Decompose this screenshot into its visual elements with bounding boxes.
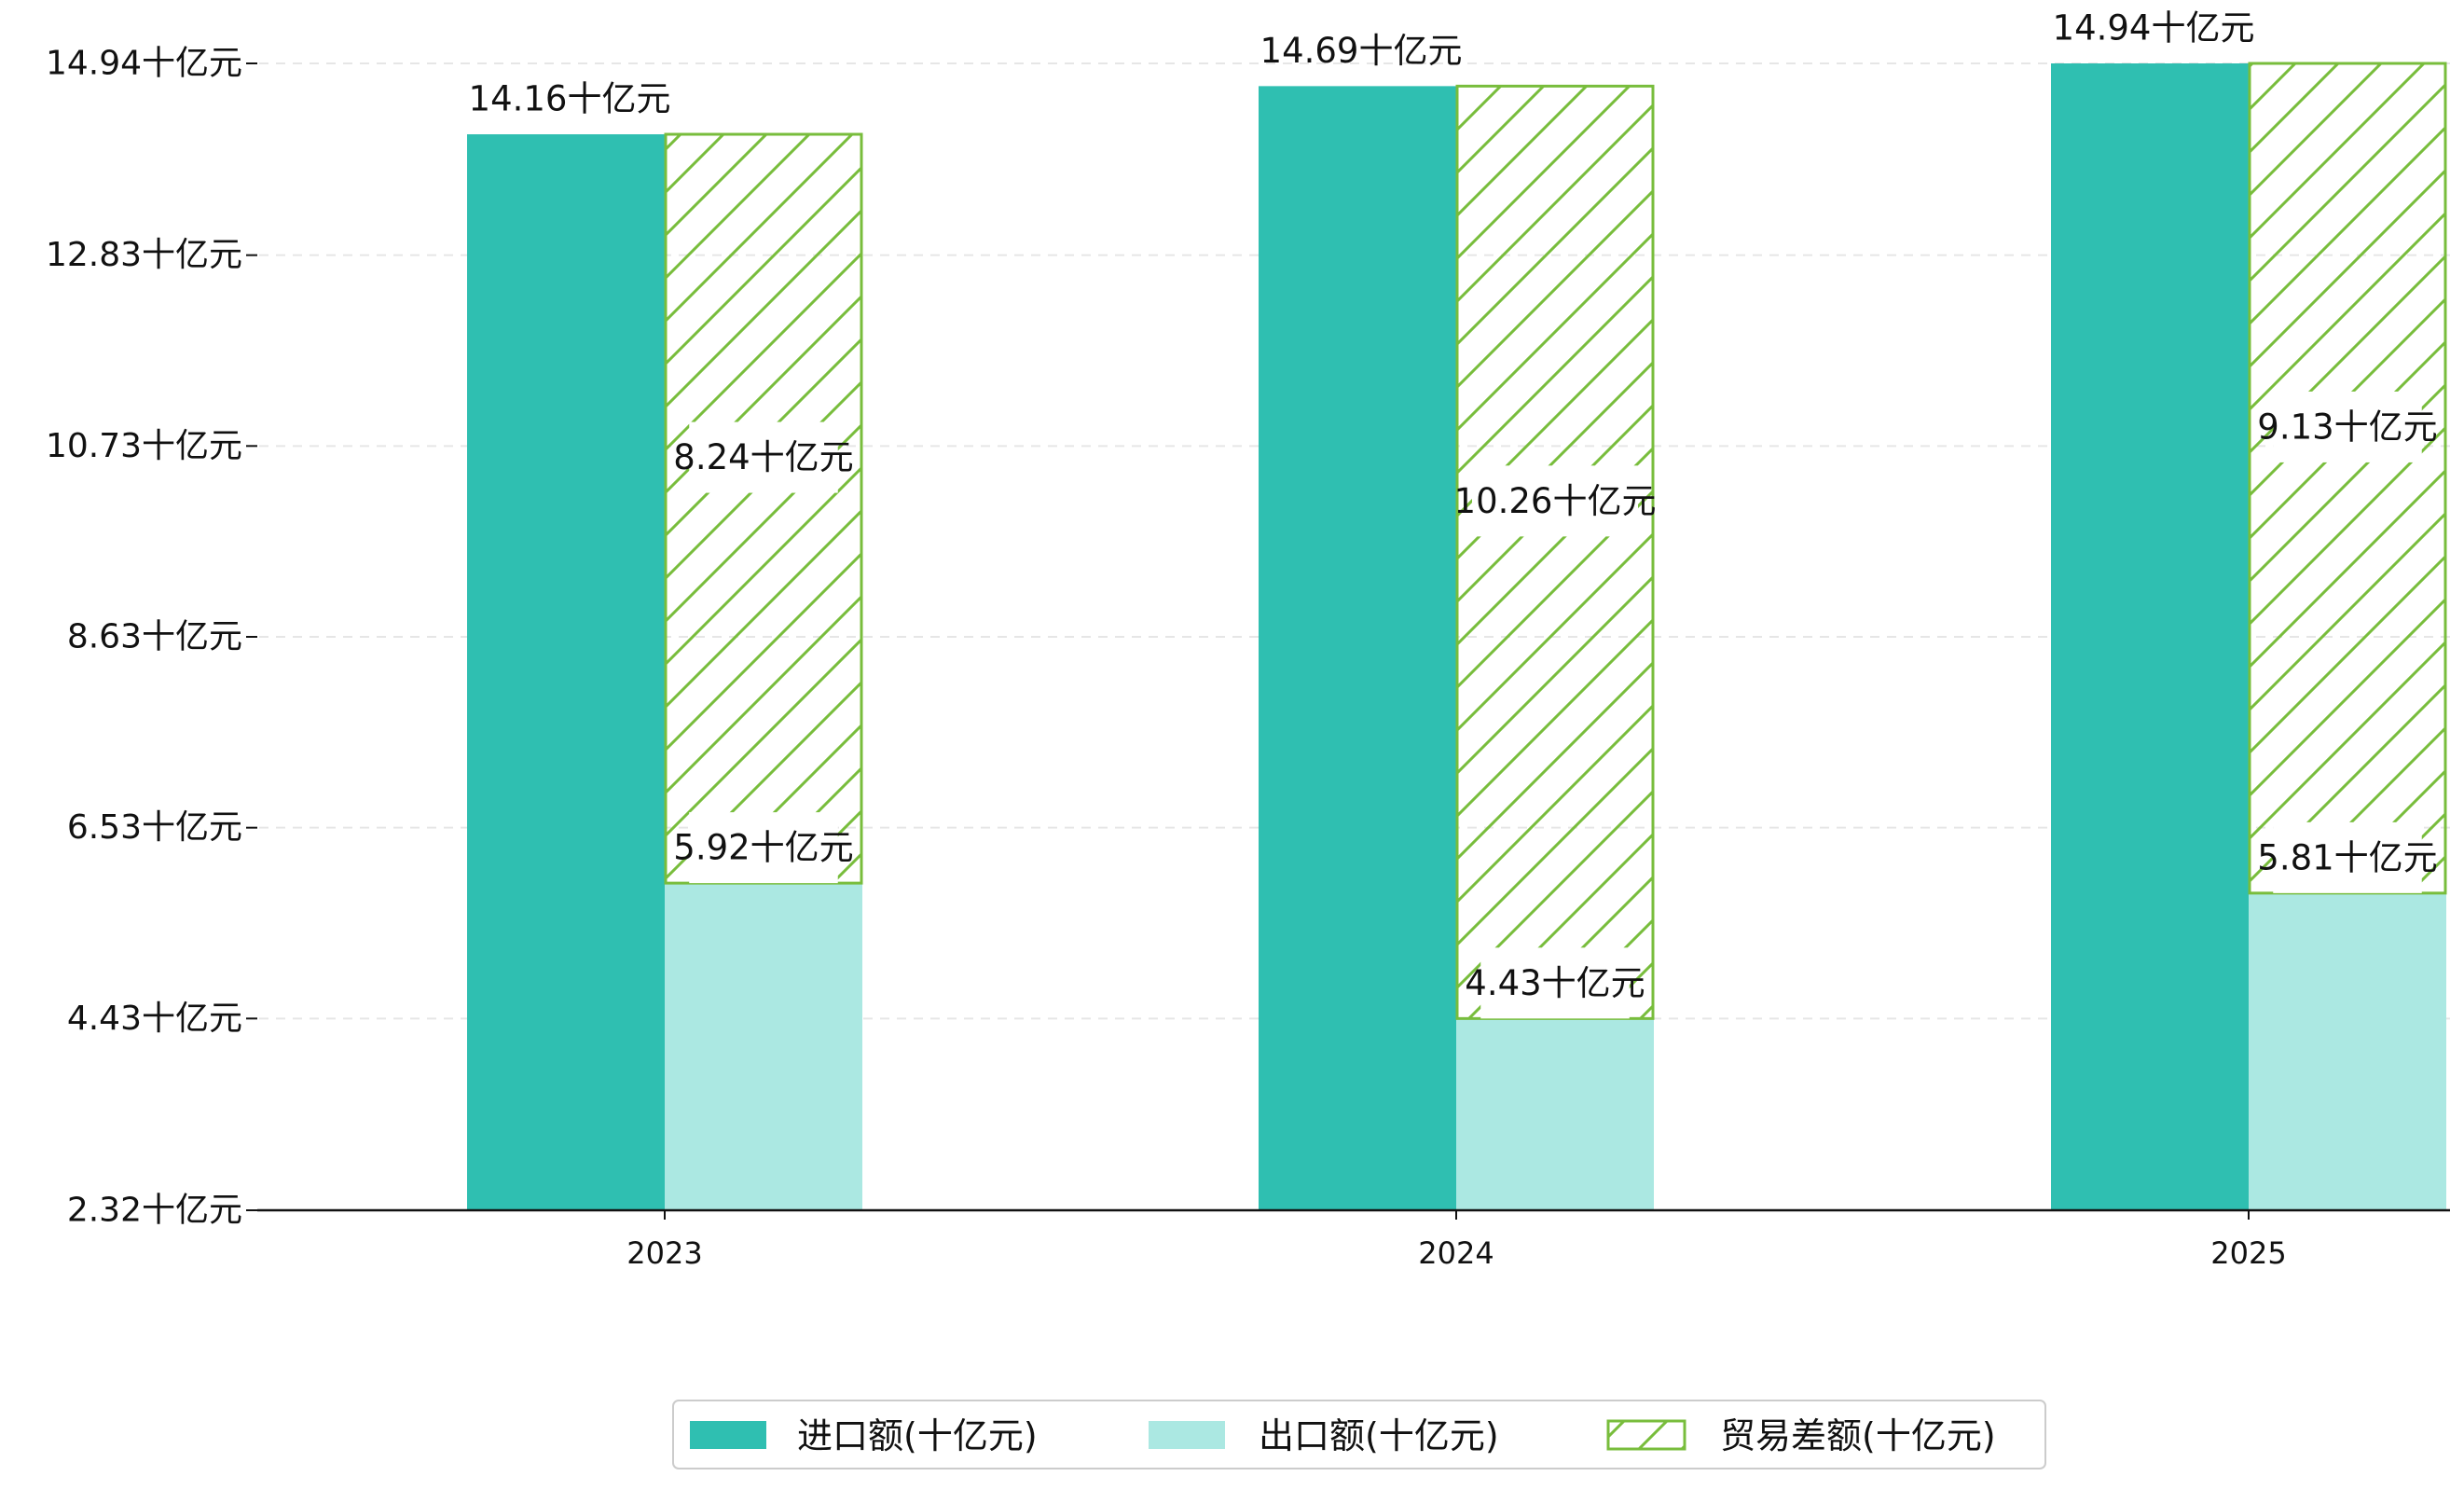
bar-balance-2024 [1455,84,1655,1020]
bar-balance-2025 [2248,62,2447,895]
legend-label-2: 贸易差额(十亿元) [1720,1415,1996,1456]
y-tick-label: 2.32十亿元 [67,1192,242,1230]
data-labels: 14.16十亿元 5.92十亿元 8.24十亿元 14.69十亿元 4.43十亿元 10.… [469,8,2438,1019]
x-tick-label: 2024 [1418,1235,1494,1271]
label-balance-2024-box [1472,465,1638,537]
legend-swatch-2 [1606,1419,1686,1451]
legend-box [672,1400,2046,1469]
bar-export-2023 [665,883,862,1210]
bar-import-2025 [2051,63,2249,1210]
bar-export-2025 [2249,892,2446,1210]
legend-label-1: 出口额(十亿元) [1259,1415,1499,1456]
label-import-2025: 14.94十亿元 [2053,8,2255,48]
bars [467,62,2447,1210]
label-balance-2023-box [689,421,838,493]
bar-export-2024 [1456,1018,1654,1210]
label-export-2024: 4.43十亿元 [1465,963,1645,1003]
legend-swatch-1 [1149,1421,1225,1449]
legend: 进口额(十亿元) 出口额(十亿元) 贸易差额(十亿元) [672,1400,2046,1469]
label-balance-2025: 9.13十亿元 [2257,407,2437,447]
label-import-2024: 14.69十亿元 [1260,31,1463,71]
bar-import-2023 [467,134,665,1210]
y-tick-label: 14.94十亿元 [46,45,242,83]
y-tick-label: 4.43十亿元 [67,1000,242,1038]
y-tick-label: 6.53十亿元 [67,808,242,847]
y-tick-label: 10.73十亿元 [46,427,242,465]
label-export-2023-box [689,812,838,884]
y-tick-label: 12.83十亿元 [46,236,242,274]
label-balance-2023: 8.24十亿元 [673,437,853,477]
x-tick-label: 2025 [2210,1235,2286,1271]
label-export-2025: 5.81十亿元 [2257,837,2437,877]
axes: 2.32十亿元 4.43十亿元 6.53十亿元 8.63十亿元 10.73十亿元 12.8… [46,45,2450,1271]
label-import-2023: 14.16十亿元 [469,79,671,119]
legend-swatch-0 [690,1421,766,1449]
legend-label-0: 进口额(十亿元) [797,1415,1038,1456]
x-tick-label: 2023 [626,1235,702,1271]
label-export-2023: 5.92十亿元 [673,828,853,868]
bar-import-2024 [1259,86,1456,1210]
label-export-2024-box [1480,947,1630,1019]
label-balance-2025-box [2273,391,2422,462]
label-balance-2024: 10.26十亿元 [1454,481,1657,521]
bar-balance-2023 [664,132,863,885]
label-export-2025-box [2273,821,2422,893]
y-tick-label: 8.63十亿元 [67,618,242,656]
